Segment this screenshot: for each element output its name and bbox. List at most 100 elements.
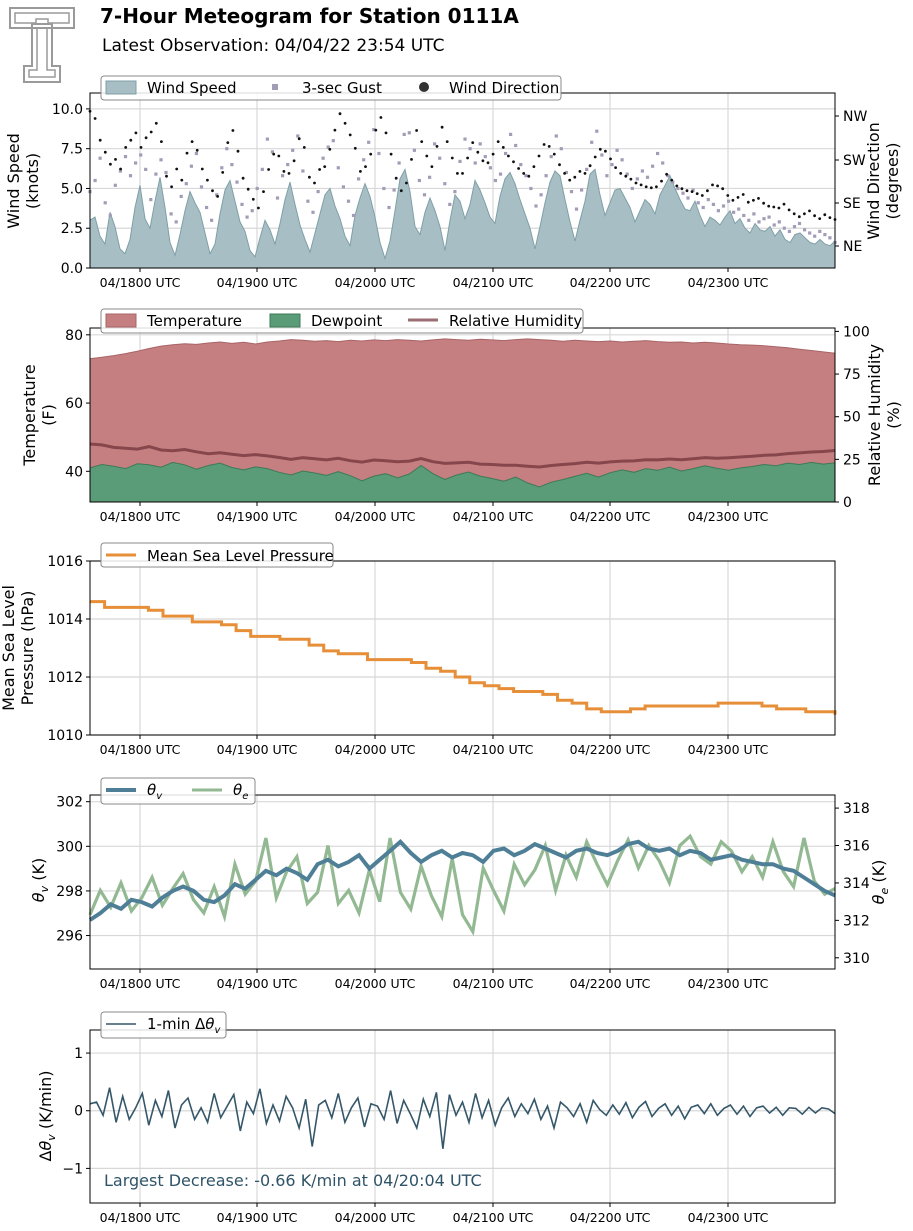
wind-direction-point [445,140,449,144]
wind-direction-point [507,154,510,158]
x-tick-label: 04/2200 UTC [570,976,651,991]
wind-direction-point [700,194,704,197]
wind-direction-point [425,154,429,158]
wind-direction-point [803,212,806,216]
wind-direction-point [211,189,214,193]
wind-direction-point [287,172,291,175]
gust-point [595,129,599,133]
y-tick-label: 1014 [47,612,83,628]
wind-direction-point [394,176,398,180]
y2-tick-label: 25 [843,452,861,468]
wind-direction-point [527,174,531,178]
gust-point [377,151,381,156]
wind-direction-point [466,156,469,160]
gust-point [483,155,487,159]
wind-direction-point [690,190,694,194]
gust-point [169,212,173,216]
x-tick-label: 04/2300 UTC [688,1210,769,1225]
wind-direction-point [660,179,663,183]
wind-direction-point [338,112,342,116]
y2-tick-label: 100 [843,324,870,340]
gust-point [128,174,133,178]
legend-label-theta-e: θe [233,781,248,802]
gust-point [635,177,639,181]
wind-direction-point [343,121,347,125]
wind-direction-point [695,192,699,196]
wind-direction-point [195,148,199,152]
gust-point [772,223,776,227]
gust-point [301,169,305,173]
gust-point [544,174,548,178]
gust-point [281,174,285,178]
wind-direction-point [655,185,658,189]
wind-direction-point [777,206,781,210]
gust-point [118,169,122,173]
wind-direction-point [624,174,628,178]
legend-swatch-dewpoint [269,313,301,328]
legend-label-direction: Wind Direction [449,79,559,97]
gust-point [392,188,396,192]
y-tick-label: 1010 [47,728,83,744]
legend-box [100,777,256,805]
legend-label-rh: Relative Humidity [449,312,582,330]
wind-direction-point [440,125,444,129]
legend-wind: Wind Speed 3-sec Gust Wind Direction [100,75,562,101]
panel-wind: NE SE SW NW 0.0 2.5 5.0 7.5 10.0 04/1800 UTC 04/19… [52,92,867,290]
gust-point [270,150,274,154]
wind-direction-point [313,181,316,185]
gust-point [291,148,295,152]
gust-point [397,161,401,165]
gust-point [357,177,361,181]
gust-point [625,172,629,176]
gust-point [387,205,391,210]
gust-point [549,155,553,159]
theta-v-line [88,839,836,922]
wind-direction-point [491,152,495,156]
gust-point [651,164,655,168]
wind-direction-point [726,194,730,197]
gust-point [488,166,492,170]
wind-direction-point [619,172,623,175]
legend-swatch-wind-speed [105,80,137,95]
wind-direction-point [532,165,536,169]
wind-direction-point [185,151,189,155]
gust-point [362,158,366,162]
wind-direction-point [644,185,648,189]
y-tick-label: 10.0 [52,102,83,118]
gust-point [797,221,802,226]
wind-direction-point [808,209,811,213]
wind-direction-point [93,117,97,120]
wind-direction-point [231,129,235,132]
wind-direction-point [384,131,388,135]
wind-direction-point [471,141,475,145]
gust-point [737,207,741,211]
wind-direction-point [103,150,107,154]
gust-point [711,202,715,206]
gust-point [296,134,300,138]
legend-swatch-temperature [105,313,137,328]
gust-point [275,196,280,200]
wind-direction-point [389,152,393,156]
legend-swatch-direction [419,82,429,92]
y2-tick-label: SW [843,153,866,169]
gust-point [316,190,320,194]
gust-point [676,186,680,191]
gust-point [210,218,214,222]
gust-point [818,229,822,233]
wind-direction-point [593,155,597,159]
x-tick-label: 04/1900 UTC [217,1210,298,1225]
gust-point [681,191,685,195]
y2-tick-label: 312 [843,913,870,929]
gust-point [321,156,325,160]
wind-direction-point [160,140,163,144]
wind-direction-point [415,129,418,132]
x-tick-label: 04/2000 UTC [335,509,416,524]
gust-point [828,236,832,240]
gust-point [139,153,143,157]
legend-label-pressure: Mean Sea Level Pressure [147,547,334,565]
legend-box [100,75,562,101]
gust-point [260,167,264,171]
x-tick-label: 04/2000 UTC [335,1210,416,1225]
gust-point [473,161,477,165]
